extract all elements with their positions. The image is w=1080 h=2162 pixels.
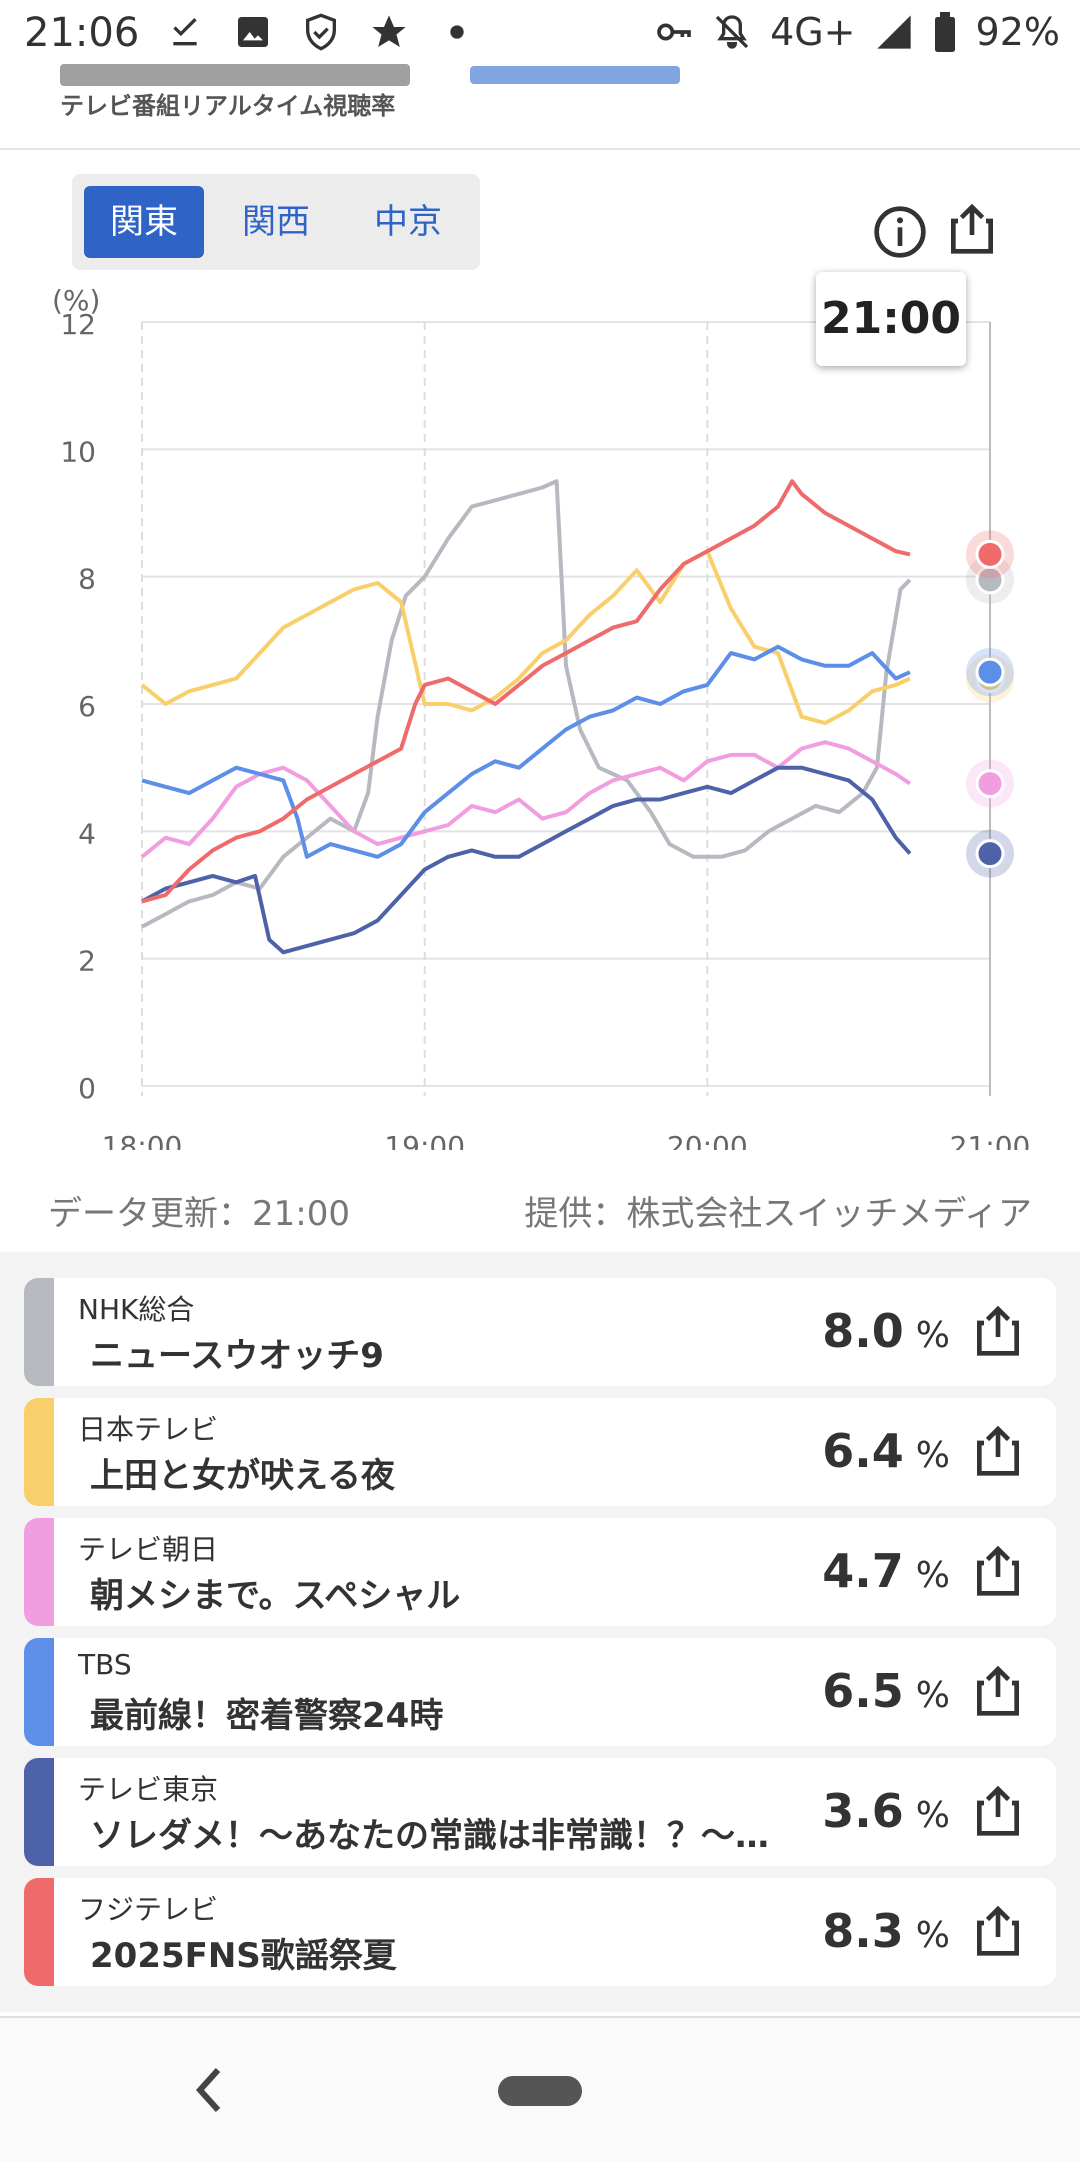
series-line <box>141 479 912 929</box>
app-header: テレビ番組リアルタイム視聴率 <box>0 64 1080 150</box>
channel-color-bar <box>24 1398 54 1506</box>
y-tick-label: 12 <box>60 308 96 341</box>
program-title: 最前線！密着警察24時 <box>90 1696 444 1736</box>
program-title: ニュースウオッチ9 <box>90 1336 384 1376</box>
app-subtitle: テレビ番組リアルタイム視聴率 <box>60 92 396 120</box>
rating-value: 6.4% <box>822 1424 950 1478</box>
navigation-bar <box>0 2016 1080 2162</box>
status-bar: 21:06 4G+ 92% <box>0 0 1080 72</box>
x-tick-label: 21:00 <box>950 1130 1031 1150</box>
channel-color-bar <box>24 1638 54 1746</box>
series-end-point <box>975 539 1005 569</box>
program-title: 朝メシまで。スペシャル <box>90 1576 461 1616</box>
rating-chart: 12 10 8 6 4 2 0 (%) 18:00 19:00 20:00 21:00 <box>0 270 1080 1150</box>
series-line <box>141 765 912 955</box>
rating-value: 3.6% <box>822 1784 950 1838</box>
notifications-off-icon <box>715 15 749 49</box>
y-tick-label: 6 <box>78 690 96 723</box>
channel-name: テレビ朝日 <box>78 1533 219 1566</box>
star-icon <box>372 15 406 48</box>
series-end-point <box>975 839 1005 869</box>
series-line <box>140 549 911 726</box>
provider-label: 提供：株式会社スイッチメディア <box>524 1194 1032 1234</box>
data-updated-label: データ更新：21:00 <box>48 1194 350 1234</box>
x-tick-label: 20:00 <box>667 1130 748 1150</box>
y-axis-label: (%) <box>52 284 100 317</box>
y-tick-label: 2 <box>78 945 96 978</box>
tab-chukyo[interactable]: 中京 <box>374 202 442 242</box>
tab-kansai[interactable]: 関西 <box>242 202 310 242</box>
program-list: NHK総合 ニュースウオッチ9 8.0% 日本テレビ 上田と女が吠える夜 6.4… <box>0 1252 1080 2012</box>
y-tick-label: 10 <box>60 435 96 468</box>
shield-icon <box>306 13 336 51</box>
rating-value: 8.0% <box>822 1304 950 1358</box>
rating-value: 4.7% <box>822 1544 950 1598</box>
program-card[interactable]: テレビ東京 ソレダメ！～あなたの常識は非常識！？～… 3.6% <box>24 1758 1056 1866</box>
series-line <box>141 644 911 859</box>
y-tick-label: 8 <box>78 563 96 596</box>
share-icon[interactable] <box>970 1662 1026 1718</box>
y-tick-label: 0 <box>78 1072 96 1105</box>
y-tick-label: 4 <box>78 817 96 850</box>
channel-name: テレビ東京 <box>78 1773 219 1806</box>
channel-name: フジテレビ <box>78 1893 219 1926</box>
share-icon[interactable] <box>970 1902 1026 1958</box>
app-logo <box>60 64 420 86</box>
back-icon[interactable] <box>190 2062 230 2118</box>
share-icon[interactable] <box>970 1422 1026 1478</box>
share-icon[interactable] <box>970 1302 1026 1358</box>
status-time: 21:06 <box>24 10 140 56</box>
share-icon[interactable] <box>970 1542 1026 1598</box>
rating-value: 6.5% <box>822 1664 950 1718</box>
region-tabs: 関東 関西 中京 <box>72 174 480 270</box>
series-line <box>140 740 912 859</box>
program-card[interactable]: 日本テレビ 上田と女が吠える夜 6.4% <box>24 1398 1056 1506</box>
program-title: 2025FNS歌謡祭夏 <box>90 1936 397 1976</box>
signal-icon <box>876 15 911 49</box>
share-icon[interactable] <box>944 200 1000 256</box>
image-icon <box>238 17 268 47</box>
key-icon <box>657 23 691 41</box>
program-title: 上田と女が吠える夜 <box>90 1456 395 1496</box>
series-end-point <box>975 769 1005 799</box>
share-icon[interactable] <box>970 1782 1026 1838</box>
network-type: 4G+ <box>770 10 856 54</box>
program-card[interactable]: TBS 最前線！密着警察24時 6.5% <box>24 1638 1056 1746</box>
info-icon[interactable] <box>872 204 928 260</box>
notification-icons <box>165 12 477 52</box>
program-card[interactable]: フジテレビ 2025FNS歌謡祭夏 8.3% <box>24 1878 1056 1986</box>
battery-level: 92% <box>975 10 1060 54</box>
chart-tooltip: 21:00 <box>816 272 966 366</box>
rating-value: 8.3% <box>822 1904 950 1958</box>
tab-kanto[interactable]: 関東 <box>84 186 204 258</box>
channel-name: NHK総合 <box>78 1293 195 1326</box>
app-logo-accent <box>470 66 690 84</box>
series-line <box>141 479 911 904</box>
channel-color-bar <box>24 1878 54 1986</box>
x-tick-label: 18:00 <box>102 1130 183 1150</box>
dot-icon <box>450 25 464 39</box>
channel-color-bar <box>24 1758 54 1866</box>
channel-color-bar <box>24 1278 54 1386</box>
line-chart-svg: 12 10 8 6 4 2 0 (%) 18:00 19:00 20:00 21:00 <box>52 284 1031 1150</box>
channel-name: 日本テレビ <box>78 1413 219 1446</box>
channel-name: TBS <box>78 1648 132 1681</box>
program-card[interactable]: テレビ朝日 朝メシまで。スペシャル 4.7% <box>24 1518 1056 1626</box>
x-tick-label: 19:00 <box>384 1130 465 1150</box>
program-title: ソレダメ！～あなたの常識は非常識！？～… <box>90 1816 769 1856</box>
download-done-icon <box>173 18 197 46</box>
battery-icon <box>934 12 955 52</box>
program-card[interactable]: NHK総合 ニュースウオッチ9 8.0% <box>24 1278 1056 1386</box>
series-end-point <box>975 657 1005 687</box>
home-pill[interactable] <box>498 2076 582 2106</box>
channel-color-bar <box>24 1518 54 1626</box>
